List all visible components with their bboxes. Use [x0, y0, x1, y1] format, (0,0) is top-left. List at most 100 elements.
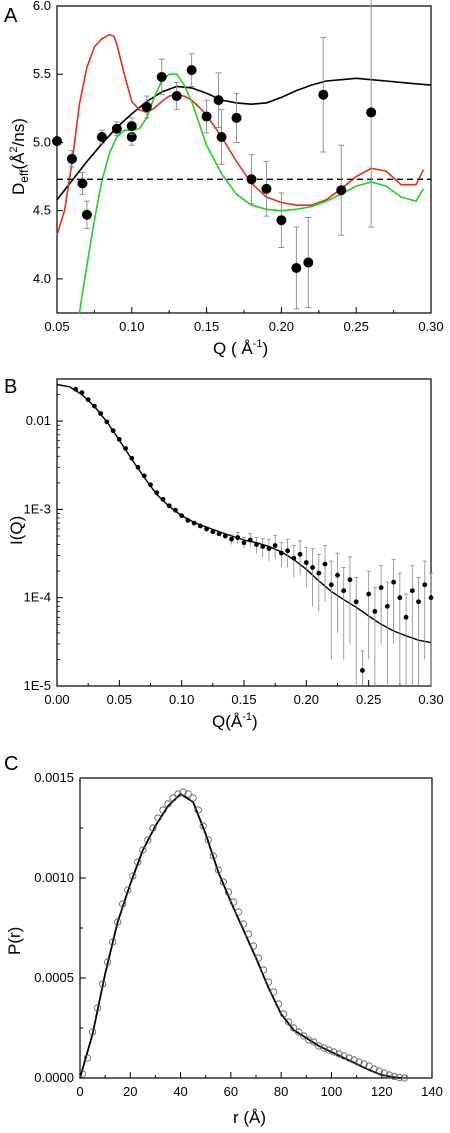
data-point [119, 900, 127, 908]
data-point [148, 482, 153, 488]
data-point [341, 588, 347, 594]
data-point [98, 411, 104, 416]
series-line-2 [78, 73, 425, 314]
data-point [403, 614, 409, 620]
data-point [269, 988, 278, 996]
data-point [214, 866, 222, 874]
panel-c-label: C [4, 753, 18, 775]
x-tick-label: 0.05 [107, 692, 132, 707]
data-point [275, 1000, 283, 1008]
data-point [204, 526, 210, 532]
data-point [291, 262, 302, 273]
data-point [96, 131, 107, 142]
x-tick-label: 80 [274, 1084, 288, 1099]
y-tick-label: 5.5 [33, 66, 51, 81]
data-point [310, 565, 315, 570]
data-point [279, 550, 284, 556]
series-line-0 [79, 793, 402, 1079]
data-point [290, 1024, 298, 1032]
y-tick-label: 1E-5 [24, 678, 51, 693]
data-point [83, 1054, 92, 1062]
data-point [174, 790, 182, 798]
data-point [305, 1036, 313, 1044]
data-point [154, 490, 160, 496]
data-point [266, 546, 272, 551]
data-point [197, 523, 203, 529]
data-point [73, 386, 79, 392]
data-point [397, 595, 403, 601]
data-point [330, 1048, 338, 1056]
panel-b: B 0.00 0.05 0.10 0.15 0.20 0.25 0.30 0.01 1E-3 1E… [4, 376, 444, 731]
data-point [224, 888, 232, 896]
data-point [156, 71, 167, 82]
data-point [303, 257, 314, 268]
data-point [272, 543, 278, 548]
data-point [372, 608, 378, 614]
x-tick-label: 0.05 [44, 319, 69, 334]
data-point [141, 101, 152, 112]
data-point [360, 668, 365, 673]
data-point [166, 503, 172, 509]
panel-c-x-axis-label: r (Å) [233, 1108, 266, 1127]
data-point [85, 397, 91, 403]
x-tick-label: 0.15 [231, 692, 256, 707]
panel-c: C 0 20 40 60 80 100 120 140 0.0000 0.0005 0.0010 0.… [4, 753, 443, 1127]
data-point [126, 121, 137, 132]
y-tick-label: 0.0005 [34, 970, 74, 985]
x-tick-label: 0.20 [294, 692, 319, 707]
y-tick-label: 5.0 [33, 134, 51, 149]
data-point [204, 836, 212, 844]
data-point [340, 1052, 348, 1060]
y-tick-label: 0.0010 [34, 870, 74, 885]
data-point [123, 446, 128, 451]
data-point [229, 898, 237, 906]
data-point [244, 930, 253, 938]
data-point [77, 178, 88, 189]
data-point [129, 872, 137, 880]
data-point [186, 65, 197, 76]
data-point [366, 107, 377, 118]
data-point [347, 577, 353, 583]
data-point [139, 846, 147, 854]
data-point [88, 1028, 97, 1036]
data-point [409, 588, 415, 594]
panel-b-label: B [4, 376, 17, 398]
data-point [231, 112, 242, 123]
data-point [149, 824, 157, 832]
data-point [315, 1042, 323, 1050]
x-tick-label: 0.00 [44, 692, 69, 707]
panel-b-points [73, 386, 434, 686]
y-tick-label: 4.5 [33, 203, 51, 218]
x-tick-label: 0.10 [119, 319, 144, 334]
x-tick-label: 0.15 [194, 319, 219, 334]
data-point [249, 942, 258, 950]
data-point [110, 428, 116, 434]
data-point [114, 918, 122, 926]
series-line-0 [56, 77, 432, 201]
data-point [295, 1028, 303, 1036]
data-point [241, 540, 247, 546]
data-point [134, 858, 142, 866]
panel-a: A 0.05 0.10 0.15 0.20 0.25 0.30 4.0 4.5 5.0 5.5 6.… [4, 0, 444, 358]
data-point [378, 585, 384, 591]
x-tick-label: 0.25 [356, 692, 381, 707]
data-point [66, 153, 77, 164]
x-tick-label: 40 [173, 1084, 187, 1099]
data-point [366, 591, 372, 597]
data-point [94, 1004, 102, 1012]
data-point [350, 1056, 358, 1064]
data-point [318, 89, 329, 100]
data-point [335, 572, 340, 578]
data-point [179, 788, 187, 796]
x-tick-label: 140 [421, 1084, 443, 1099]
data-point [135, 464, 141, 470]
x-tick-label: 100 [321, 1084, 343, 1099]
data-point [160, 496, 166, 502]
data-point [385, 1071, 393, 1079]
data-point [104, 419, 110, 425]
data-point [52, 136, 62, 147]
data-point [99, 980, 107, 988]
data-point [239, 920, 248, 928]
x-tick-label: 120 [371, 1084, 393, 1099]
